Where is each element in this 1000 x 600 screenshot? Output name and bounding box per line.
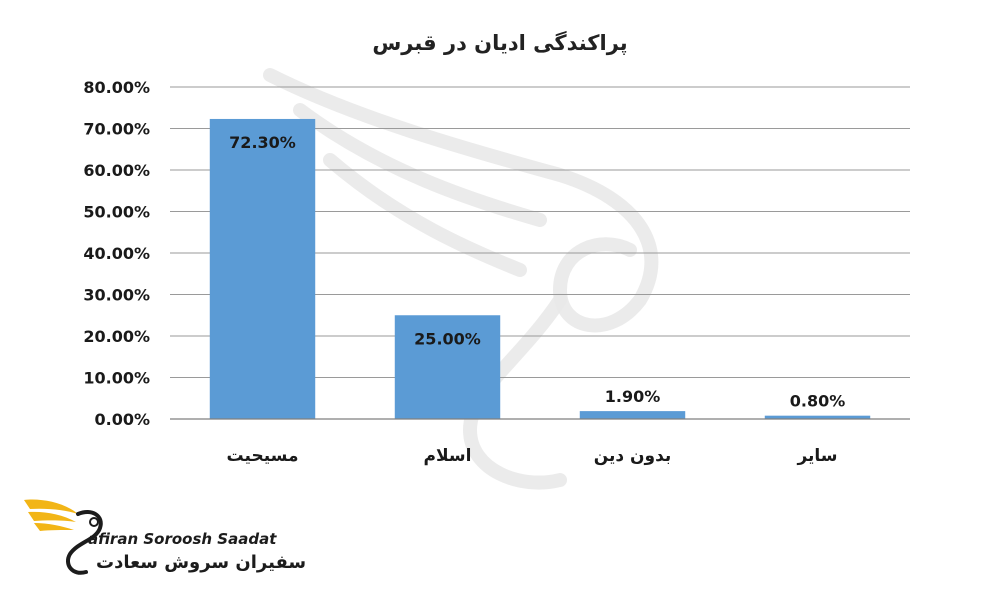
logo-text-fa: سفیران سروش سعادت [96, 552, 307, 573]
data-label: 25.00% [414, 329, 481, 348]
y-tick-label: 80.00% [83, 78, 150, 97]
x-category-label: مسیحیت [227, 446, 299, 466]
data-label: 0.80% [790, 392, 846, 411]
bar [394, 315, 501, 419]
bars [209, 118, 871, 419]
y-tick-label: 40.00% [83, 244, 150, 263]
x-category-label: اسلام [424, 446, 472, 466]
chart-title: پراکندگی ادیان در قبرس [372, 30, 627, 55]
y-tick-label: 50.00% [83, 203, 150, 222]
y-tick-label: 0.00% [94, 410, 150, 429]
bar [209, 118, 316, 419]
bar [764, 415, 871, 419]
y-tick-label: 30.00% [83, 286, 150, 305]
data-label: 1.90% [605, 387, 661, 406]
y-tick-label: 10.00% [83, 369, 150, 388]
bar [579, 411, 686, 419]
watermark-swan-icon [263, 68, 659, 490]
x-category-label: بدون دین [594, 446, 672, 466]
data-label: 72.30% [229, 133, 296, 152]
logo-text-en: afiran Soroosh Saadat [88, 530, 277, 548]
y-tick-label: 70.00% [83, 120, 150, 139]
data-labels: 72.30% 25.00% 1.90% 0.80% [229, 133, 845, 411]
x-axis-categories: مسیحیت اسلام بدون دین سایر [227, 446, 838, 466]
logo-icon [24, 499, 103, 575]
y-tick-label: 60.00% [83, 161, 150, 180]
y-axis-ticks: 0.00% 10.00% 20.00% 30.00% 40.00% 50.00% 60.00… [83, 78, 150, 429]
y-tick-label: 20.00% [83, 327, 150, 346]
x-category-label: سایر [796, 446, 837, 466]
